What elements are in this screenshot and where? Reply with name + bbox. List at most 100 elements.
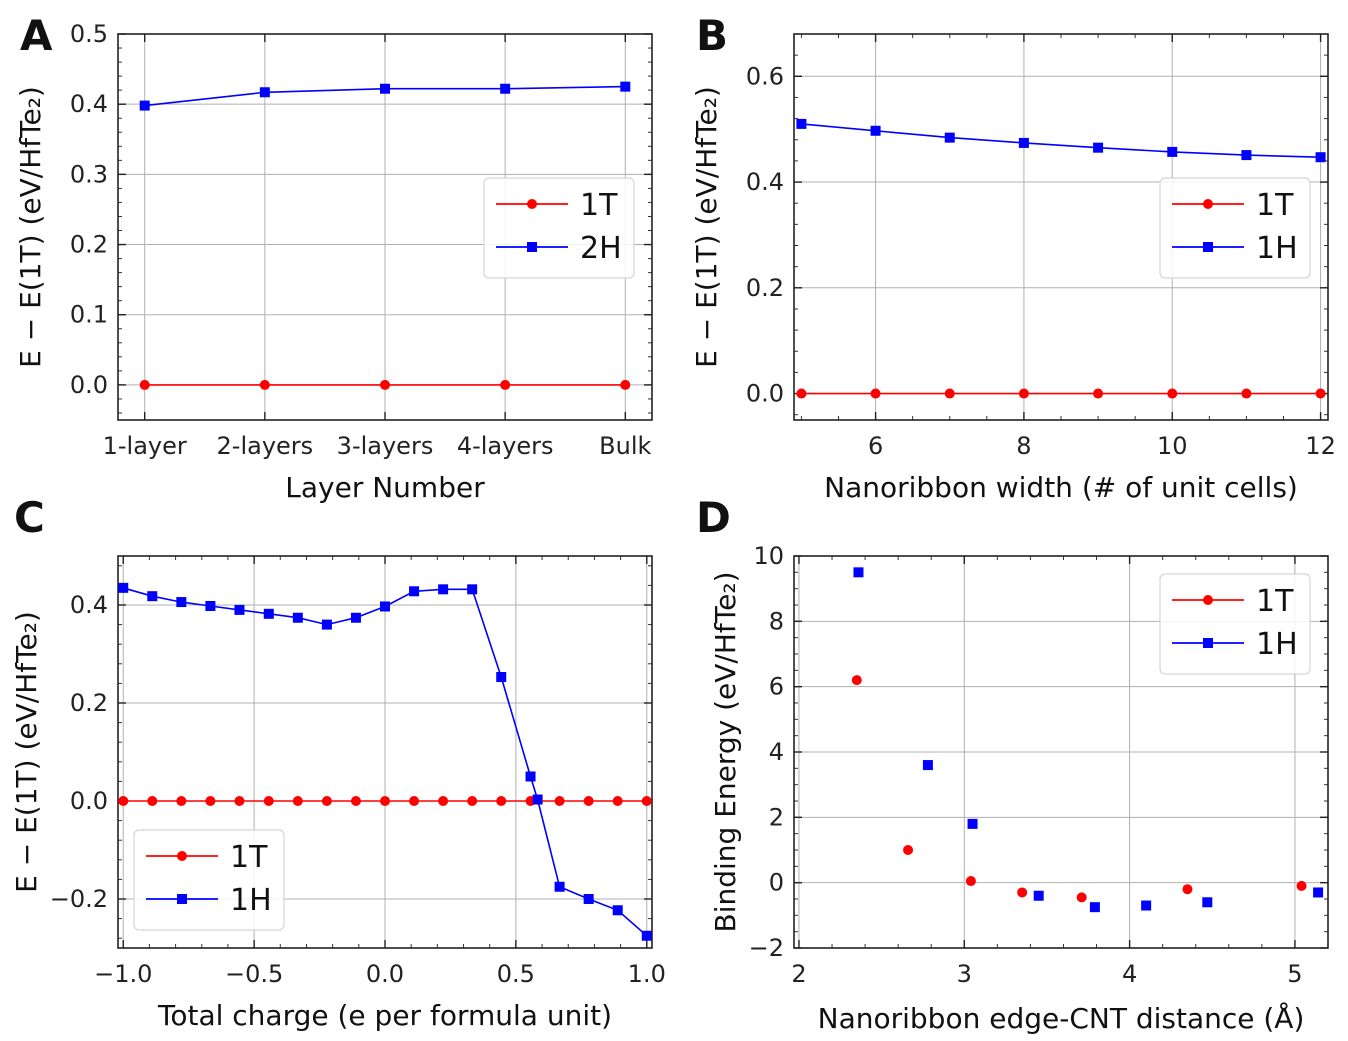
data-point-1h xyxy=(944,132,955,143)
x-axis-label: Total charge (e per formula unit) xyxy=(157,999,612,1032)
data-point-1h xyxy=(554,881,565,892)
plot-frame xyxy=(793,33,1329,421)
legend-label: 1H xyxy=(230,883,272,918)
x-tick-label: 4-layers xyxy=(457,432,554,460)
data-point-1h xyxy=(1018,137,1029,148)
data-point-1h xyxy=(1033,890,1044,901)
plot-frame xyxy=(117,555,653,949)
data-point-1t xyxy=(292,796,303,806)
chart-panel-c: −1.0 −0.5 0.0 0.5 1.0−0.20.00.20.41T1HTotal … xyxy=(10,493,666,1032)
x-axis-label: Layer Number xyxy=(285,471,485,504)
data-point-1t xyxy=(1093,388,1104,399)
y-tick-label: 0.4 xyxy=(746,168,784,196)
data-point-1t xyxy=(1167,388,1178,399)
data-point-1t xyxy=(234,796,245,806)
y-tick-label: 0.4 xyxy=(70,591,108,619)
data-point-1h xyxy=(263,608,274,619)
legend-label: 1T xyxy=(580,188,618,223)
data-point-1h xyxy=(1167,146,1178,157)
legend-label: 1H xyxy=(1256,627,1298,662)
panel-label: B xyxy=(696,11,728,60)
legend-marker xyxy=(1203,595,1213,605)
plot-frame xyxy=(793,555,1329,949)
data-point-1h xyxy=(853,567,864,578)
y-tick-label: 0.3 xyxy=(70,160,108,188)
y-tick-label: 0 xyxy=(769,869,784,897)
x-tick-label: 6 xyxy=(868,432,883,460)
legend-marker xyxy=(1203,638,1213,648)
data-point-1h xyxy=(870,125,881,136)
legend-label: 1T xyxy=(230,840,268,875)
data-point-1h xyxy=(467,584,478,595)
legend-marker xyxy=(1203,199,1213,209)
panel-label: A xyxy=(20,11,53,60)
data-point-1t xyxy=(1076,892,1087,903)
legend-marker xyxy=(527,199,537,209)
y-tick-label: 2 xyxy=(769,803,784,831)
data-point-1t xyxy=(620,379,631,390)
panel-label: D xyxy=(696,493,731,542)
y-tick-label: 0.6 xyxy=(746,62,784,90)
data-point-1t xyxy=(496,796,507,806)
legend-label: 1T xyxy=(1256,584,1294,619)
data-point-1h xyxy=(438,584,449,595)
data-point-1t xyxy=(350,796,361,806)
data-point-1h xyxy=(1141,900,1152,911)
data-point-1t xyxy=(139,379,150,390)
data-point-1t xyxy=(409,796,420,806)
y-tick-label: 0.2 xyxy=(70,689,108,717)
data-point-1h xyxy=(525,771,536,782)
data-point-1t xyxy=(147,796,158,806)
data-point-1t xyxy=(583,796,594,806)
y-axis-label: E − E(1T) (eV/HfTe₂) xyxy=(10,611,43,893)
data-point-1t xyxy=(870,388,881,399)
x-tick-label: 10 xyxy=(1157,432,1188,460)
data-point-1h xyxy=(205,600,216,611)
data-point-1t xyxy=(438,796,449,806)
data-point-1h xyxy=(1315,152,1326,163)
x-tick-label: Bulk xyxy=(599,432,651,460)
data-point-1h xyxy=(1089,902,1100,913)
data-point-1t xyxy=(467,796,478,806)
x-axis-label: Nanoribbon edge-CNT distance (Å) xyxy=(818,1001,1305,1035)
data-point-1h xyxy=(118,582,129,593)
legend-box xyxy=(133,829,285,931)
data-point-1h xyxy=(583,894,594,904)
data-point-1t xyxy=(554,796,565,806)
data-point-1t xyxy=(259,379,270,390)
data-point-1t xyxy=(903,845,914,855)
x-tick-label: 2 xyxy=(791,960,806,988)
data-point-1h xyxy=(147,591,158,602)
legend-marker xyxy=(177,894,187,904)
x-tick-label: 5 xyxy=(1287,960,1302,988)
data-point-2h xyxy=(139,100,150,111)
x-tick-label: −1.0 xyxy=(94,960,152,988)
x-tick-label: 4 xyxy=(1122,960,1137,988)
legend-label: 2H xyxy=(580,231,622,266)
data-point-1t xyxy=(380,796,390,806)
y-tick-label: 4 xyxy=(769,738,784,766)
y-axis-label: E − E(1T) (eV/HfTe₂) xyxy=(14,86,47,368)
x-tick-label: 3-layers xyxy=(337,432,434,460)
y-axis-label: Binding Energy (eV/HfTe₂) xyxy=(709,571,742,932)
y-tick-label: 8 xyxy=(769,607,784,635)
y-tick-label: 0.0 xyxy=(70,787,108,815)
data-point-2h xyxy=(380,83,390,94)
data-point-1t xyxy=(205,796,216,806)
x-tick-label: 0.0 xyxy=(366,960,404,988)
data-point-1h xyxy=(1241,150,1252,161)
y-tick-label: −0.2 xyxy=(50,885,108,913)
data-point-1t xyxy=(321,796,332,806)
data-point-1t xyxy=(851,675,862,686)
y-tick-label: 0.0 xyxy=(70,371,108,399)
data-point-1t xyxy=(944,388,955,399)
data-point-1t xyxy=(176,796,187,806)
data-point-1t xyxy=(1315,388,1326,399)
data-point-1h xyxy=(532,794,543,805)
x-tick-label: −0.5 xyxy=(225,960,283,988)
